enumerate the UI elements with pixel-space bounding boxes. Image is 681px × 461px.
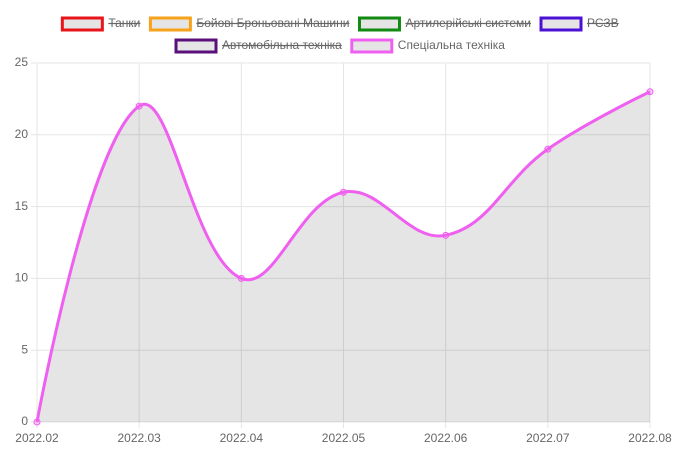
x-tick-label: 2022.02: [15, 431, 59, 445]
y-tick-label: 25: [15, 55, 29, 69]
y-tick-label: 20: [15, 127, 29, 141]
x-tick-label: 2022.06: [424, 431, 468, 445]
legend-label: Бойові Броньовані Машини: [196, 16, 349, 30]
x-tick-label: 2022.05: [322, 431, 366, 445]
x-tick-label: 2022.07: [526, 431, 570, 445]
legend-item[interactable]: Артилерійські системи: [357, 16, 531, 32]
y-tick-label: 15: [15, 199, 29, 213]
point: [340, 188, 347, 196]
legend-item[interactable]: Танки: [60, 16, 140, 32]
legend-item[interactable]: Бойові Броньовані Машини: [148, 16, 349, 32]
y-tick-label: 10: [15, 271, 29, 285]
legend-swatch: [539, 16, 583, 32]
line: [35, 90, 651, 423]
legend-item[interactable]: Спеціальна техніка: [350, 38, 506, 54]
legend-swatch: [357, 16, 401, 32]
legend-swatch: [148, 16, 192, 32]
legend-swatch: [350, 38, 394, 54]
legend-item[interactable]: РСЗВ: [539, 16, 619, 32]
legend-label: Артилерійські системи: [405, 16, 531, 30]
legend-item[interactable]: Автомобільна техніка: [174, 38, 342, 54]
y-tick-label: 5: [21, 342, 28, 356]
legend-label: Танки: [108, 16, 140, 30]
x-tick-label: 2022.08: [628, 431, 672, 445]
point: [544, 145, 552, 153]
point: [33, 418, 41, 426]
y-tick-label: 0: [21, 414, 28, 428]
point: [135, 102, 143, 110]
x-tick-label: 2022.04: [220, 431, 264, 445]
x-tick-label: 2022.03: [117, 431, 161, 445]
legend-label: Автомобільна техніка: [222, 38, 342, 52]
legend-swatch: [60, 16, 104, 32]
legend-label: РСЗВ: [587, 16, 619, 30]
point: [237, 274, 245, 282]
point: [646, 88, 654, 96]
point: [442, 231, 450, 239]
legend-swatch: [174, 38, 218, 54]
area: [37, 91, 650, 422]
legend-label: Спеціальна техніка: [398, 38, 506, 52]
